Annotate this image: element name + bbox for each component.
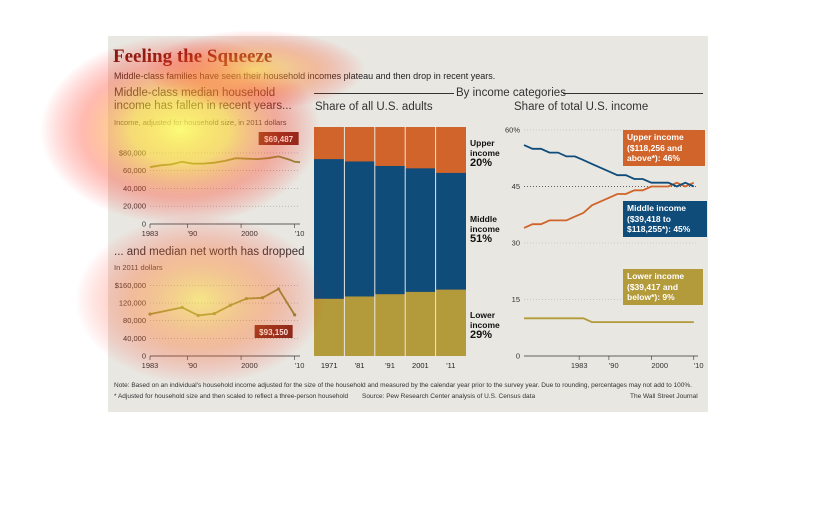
- networth-point: [180, 305, 184, 310]
- networth-annotation-label: $93,150: [259, 328, 288, 337]
- share-series-line: [523, 181, 695, 229]
- share-xtick-label: '90: [609, 361, 619, 370]
- category-rule-right: [563, 93, 703, 94]
- adults-bar-segment: [405, 291, 436, 356]
- middle-income-label: Middle income 51%: [470, 214, 504, 245]
- share-ytick-label: 45: [512, 182, 520, 191]
- networth-point: [293, 313, 297, 317]
- adults-bar-segment: [344, 127, 375, 162]
- adults-xtick-label: 1971: [321, 361, 338, 370]
- adults-xtick-label: '81: [355, 361, 365, 370]
- income-ytick-label: 40,000: [123, 184, 146, 193]
- networth-ytick-label: 80,000: [123, 316, 146, 325]
- adults-bar-segment: [435, 127, 466, 173]
- asterisk-note: * Adjusted for household size and then s…: [114, 393, 349, 400]
- share-ytick-label: 15: [512, 295, 520, 304]
- networth-point: [260, 296, 265, 300]
- networth-xtick-label: 2000: [241, 361, 258, 370]
- category-rule-left: [314, 93, 454, 94]
- networth-ytick-label: 0: [142, 352, 146, 361]
- share-series-line: [524, 317, 694, 323]
- income-ytick-label: 0: [142, 220, 146, 229]
- income-xtick-label: '90: [188, 229, 198, 238]
- lower-income-label: Lower income 29%: [470, 310, 504, 341]
- middle-income-name: Middle income: [470, 214, 500, 234]
- adults-bar-segment: [314, 298, 345, 356]
- adults-bar-segment: [314, 127, 345, 160]
- share-ytick-label: 30: [512, 239, 520, 248]
- adults-xtick-label: 2001: [412, 361, 429, 370]
- upper-income-name: Upper income: [470, 138, 500, 158]
- infographic: Feeling the Squeeze Middle-class familie…: [108, 36, 708, 412]
- income-ytick-label: 60,000: [123, 166, 146, 175]
- upper-share-callout: Upper income ($118,256 and above*): 46%: [623, 130, 705, 166]
- income-annotation-label: $69,487: [264, 135, 293, 144]
- adults-bar-segment: [405, 168, 436, 292]
- adults-bar-segment: [374, 165, 406, 295]
- adults-bar-segment: [374, 294, 406, 356]
- networth-ytick-label: $160,000: [115, 281, 146, 290]
- networth-xtick-label: '10: [295, 361, 305, 370]
- adults-xtick-label: '91: [385, 361, 395, 370]
- networth-ytick-label: 120,000: [119, 299, 146, 308]
- networth-xtick-label: 1983: [142, 361, 159, 370]
- adults-bar-segment: [314, 159, 345, 299]
- publisher-credit: The Wall Street Journal: [630, 393, 698, 400]
- share-xtick-label: '10: [694, 361, 704, 370]
- networth-point: [276, 287, 281, 291]
- footnote: Note: Based on an individual's household…: [114, 382, 692, 389]
- adults-xtick-label: '11: [446, 361, 455, 370]
- adults-bar-segment: [405, 127, 436, 169]
- income-share-chart-title: Share of total U.S. income: [514, 101, 649, 113]
- share-series-line: [523, 144, 695, 188]
- adults-bar-segment: [344, 296, 375, 356]
- share-xtick-label: 1983: [571, 361, 588, 370]
- networth-point: [212, 312, 216, 316]
- lower-share-callout: Lower income ($39,417 and below*): 9%: [623, 269, 703, 305]
- networth-point: [148, 312, 152, 316]
- income-series-line: [149, 155, 301, 168]
- lower-income-pct: 29%: [470, 329, 493, 341]
- middle-share-callout: Middle income ($39,418 to $118,255*): 45…: [623, 201, 707, 237]
- networth-point: [196, 313, 200, 318]
- networth-ytick-label: 40,000: [123, 334, 146, 343]
- income-ytick-label: 20,000: [123, 202, 146, 211]
- networth-xtick-label: '90: [188, 361, 198, 370]
- middle-income-pct: 51%: [470, 233, 493, 245]
- share-ytick-label: 60%: [505, 126, 520, 135]
- income-ytick-label: $80,000: [119, 148, 146, 157]
- adults-bar-segment: [435, 289, 466, 356]
- share-xtick-label: 2000: [651, 361, 668, 370]
- by-income-categories: By income categories: [456, 87, 566, 99]
- share-ytick-label: 0: [516, 352, 520, 361]
- networth-series-line: [149, 287, 296, 317]
- source-note: Source: Pew Research Center analysis of …: [362, 393, 536, 400]
- income-xtick-label: 1983: [142, 229, 159, 238]
- adults-bar-segment: [374, 127, 406, 166]
- lower-income-name: Lower income: [470, 310, 500, 330]
- income-xtick-label: 2000: [241, 229, 258, 238]
- networth-point: [228, 303, 232, 307]
- income-xtick-label: '10: [295, 229, 305, 238]
- adults-bar-segment: [435, 172, 466, 290]
- networth-point: [244, 297, 249, 301]
- adults-bar-segment: [344, 161, 375, 297]
- upper-income-pct: 20%: [470, 157, 493, 169]
- upper-income-label: Upper income 20%: [470, 138, 504, 169]
